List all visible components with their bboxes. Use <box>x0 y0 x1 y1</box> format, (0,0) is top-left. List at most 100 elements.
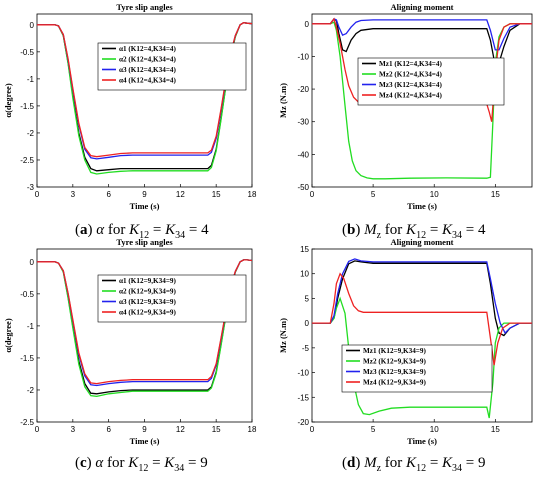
legend-label-3: α3 (K12=9,K34=9) <box>119 298 177 306</box>
series-line-3 <box>312 18 532 51</box>
y-tick-label: 0 <box>305 20 310 29</box>
y-tick-label: 5 <box>305 294 310 303</box>
x-tick-label: 6 <box>106 190 111 199</box>
y-tick-label: -2.5 <box>20 418 34 427</box>
legend-label-3: Mz3 (K12=9,K34=9) <box>363 368 426 376</box>
plot-frame <box>36 13 253 188</box>
legend-label-3: Mz3 (K12=4,K34=4) <box>379 81 442 89</box>
caption-b: (b) Mz for K12 = K34 = 4 <box>342 222 486 241</box>
y-tick-label: -2 <box>27 129 35 138</box>
x-tick-label: 15 <box>491 425 500 434</box>
y-tick-label: -0.5 <box>20 48 34 57</box>
y-axis-label: α(degree) <box>3 318 13 352</box>
chart-4: Aligning moment 0 5 10 15 15 10 5 0 -5 -10 -15 -20 Ti… <box>278 237 533 446</box>
legend-box <box>341 344 493 393</box>
x-tick-label: 10 <box>430 425 439 434</box>
chart-title: Aligning moment <box>390 237 453 247</box>
legend-label-1: α1 (K12=4,K34=4) <box>119 45 177 53</box>
x-tick-label: 9 <box>142 425 147 434</box>
y-axis-label: α(degree) <box>3 83 13 117</box>
x-tick-label: 12 <box>176 190 185 199</box>
legend-label-4: Mz4 (K12=9,K34=9) <box>363 379 426 387</box>
chart-1: Tyre slip angles 0 3 6 9 12 15 18 0 -0.5 -1 -1.5 -2 -… <box>3 2 257 211</box>
caption-c: (c) α for K12 = K34 = 9 <box>75 455 208 474</box>
legend-label-2: Mz2 (K12=4,K34=4) <box>379 71 442 79</box>
legend: Mz1 (K12=4,K34=4) Mz2 (K12=4,K34=4) Mz3 (K… <box>357 57 505 106</box>
y-tick-label: -1.5 <box>20 102 34 111</box>
y-tick-label: -5 <box>302 344 310 353</box>
y-tick-label: -2.5 <box>20 156 34 165</box>
chart-title: Tyre slip angles <box>116 2 173 12</box>
x-tick-label: 3 <box>71 425 76 434</box>
x-tick-label: 3 <box>71 190 76 199</box>
x-tick-label: 0 <box>310 425 315 434</box>
y-tick-label: 0 <box>305 319 310 328</box>
legend-label-4: Mz4 (K12=4,K34=4) <box>379 92 442 100</box>
y-tick-label: 15 <box>300 245 309 254</box>
y-tick-label: -20 <box>297 418 309 427</box>
legend-label-1: α1 (K12=9,K34=9) <box>119 277 177 285</box>
x-tick-label: 18 <box>248 190 257 199</box>
y-tick-label: -3 <box>27 183 35 192</box>
legend-label-2: Mz2 (K12=9,K34=9) <box>363 358 426 366</box>
series-line-1 <box>312 18 532 68</box>
series-line-2 <box>312 296 532 419</box>
legend: Mz1 (K12=9,K34=9) Mz2 (K12=9,K34=9) Mz3 (K… <box>341 344 493 393</box>
y-tick-label: -2 <box>27 386 35 395</box>
y-tick-label: -20 <box>297 85 309 94</box>
chart-title: Aligning moment <box>390 2 453 12</box>
chart-title: Tyre slip angles <box>116 237 173 247</box>
legend: α1 (K12=9,K34=9) α2 (K12=9,K34=9) α3 (K12=… <box>97 274 247 323</box>
y-tick-label: -10 <box>297 52 309 61</box>
x-axis-label: Time (s) <box>407 436 437 446</box>
x-tick-label: 18 <box>248 425 257 434</box>
x-tick-label: 10 <box>430 190 439 199</box>
series-line-4 <box>37 22 252 158</box>
x-tick-label: 15 <box>212 190 221 199</box>
legend: α1 (K12=4,K34=4) α2 (K12=4,K34=4) α3 (K12=… <box>97 42 247 91</box>
y-tick-label: -1 <box>27 75 35 84</box>
series-line-1 <box>312 260 532 337</box>
x-tick-label: 5 <box>371 190 376 199</box>
y-tick-label: -40 <box>297 150 309 159</box>
legend-label-4: α4 (K12=9,K34=9) <box>119 309 177 317</box>
x-axis-label: Time (s) <box>130 201 160 211</box>
series-line-4 <box>312 272 532 366</box>
legend-label-4: α4 (K12=4,K34=4) <box>119 77 177 85</box>
y-tick-label: -1.5 <box>20 354 34 363</box>
y-tick-label: -50 <box>297 183 309 192</box>
series-line-2 <box>312 21 532 180</box>
legend-label-2: α2 (K12=4,K34=4) <box>119 56 177 64</box>
chart-2: Aligning moment 0 5 10 15 0 -10 -20 -30 -40 -50 Tim… <box>278 2 533 211</box>
y-axis-label: Mz (N.m) <box>278 318 288 353</box>
x-tick-label: 6 <box>106 425 111 434</box>
x-tick-label: 5 <box>371 425 376 434</box>
x-axis-label: Time (s) <box>130 436 160 446</box>
x-axis-label: Time (s) <box>407 201 437 211</box>
y-tick-label: 0 <box>30 258 35 267</box>
caption-a: (a) α for K12 = K34 = 4 <box>75 222 209 241</box>
x-tick-label: 15 <box>491 190 500 199</box>
y-axis-label: Mz (N.m) <box>278 83 288 118</box>
x-tick-label: 0 <box>35 190 40 199</box>
legend-box <box>357 57 505 106</box>
legend-label-1: Mz1 (K12=4,K34=4) <box>379 60 442 68</box>
legend-box <box>97 42 247 91</box>
legend-box <box>97 274 247 323</box>
y-tick-label: 0 <box>30 21 35 30</box>
y-tick-label: -0.5 <box>20 290 34 299</box>
y-tick-label: -1 <box>27 322 35 331</box>
series-line-3 <box>312 258 532 335</box>
x-tick-label: 15 <box>212 425 221 434</box>
legend-label-2: α2 (K12=9,K34=9) <box>119 288 177 296</box>
x-tick-label: 0 <box>310 190 315 199</box>
x-tick-label: 0 <box>35 425 40 434</box>
legend-label-3: α3 (K12=4,K34=4) <box>119 66 177 74</box>
y-tick-label: -10 <box>297 369 309 378</box>
legend-label-1: Mz1 (K12=9,K34=9) <box>363 347 426 355</box>
series-line-4 <box>37 259 252 385</box>
chart-3: Tyre slip angles 0 3 6 9 12 15 18 0 -0.5 -1 -1.5 -2 -… <box>3 237 257 446</box>
y-tick-label: -15 <box>297 393 309 402</box>
x-tick-label: 9 <box>142 190 147 199</box>
